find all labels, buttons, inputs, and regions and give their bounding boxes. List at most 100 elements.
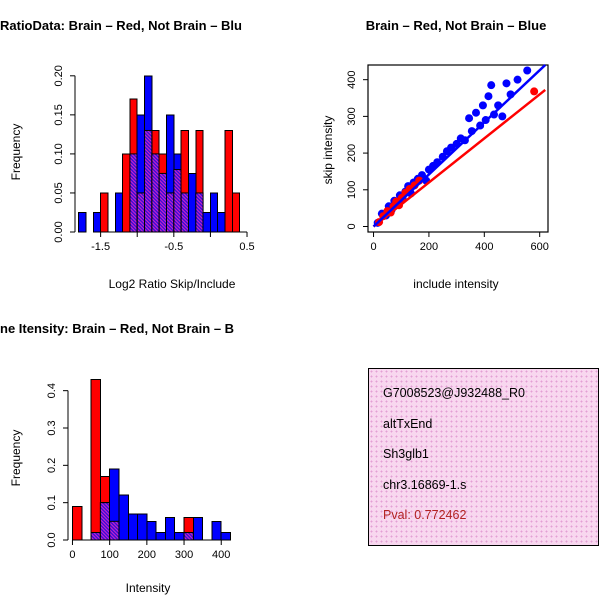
hist-overlap-hatch-line	[129, 176, 138, 185]
hist-overlap-hatch-line	[144, 172, 153, 181]
hist-overlap-hatch-line	[129, 204, 138, 213]
hist-overlap-hatch-line	[151, 208, 160, 217]
hist-overlap-hatch-line	[129, 155, 138, 164]
hist-overlap-hatch-line	[151, 180, 160, 189]
hist-overlap-hatch-line	[195, 197, 204, 206]
y-tick-label: 0.20	[53, 65, 65, 86]
hist-overlap-hatch-line	[129, 194, 138, 203]
y-tick-label: 200	[346, 144, 358, 162]
hist-bar-brain	[71, 505, 83, 541]
hist-bar-notbrain	[192, 517, 204, 541]
hist-overlap-hatch-line	[151, 162, 160, 171]
hist-bar-notbrain	[220, 532, 232, 541]
hist-overlap-hatch-line	[129, 169, 138, 178]
hist-overlap-hatch-line	[158, 218, 167, 227]
hist-overlap-hatch-line	[173, 221, 182, 230]
hist-overlap	[129, 153, 138, 232]
x-tick-label: 0.5	[239, 241, 254, 253]
hist-bar-brain	[158, 153, 167, 174]
hist-overlap-hatch-line	[166, 201, 175, 210]
hist-overlap-hatch-line	[195, 201, 204, 210]
hist-overlap-hatch-line	[151, 225, 159, 233]
hist-overlap-hatch-line	[195, 225, 203, 233]
hist-overlap-hatch-line	[136, 215, 145, 224]
hist-overlap-hatch-line	[99, 522, 111, 533]
hist-overlap-hatch-line	[195, 222, 204, 231]
hist-bar-notbrain	[146, 520, 157, 541]
hist-overlap-hatch-line	[173, 214, 182, 223]
hist-overlap-hatch-line	[144, 221, 153, 230]
hist-overlap-hatch-line	[166, 218, 175, 227]
y-tick-label: 0.00	[53, 221, 65, 242]
hist-bar-notbrain	[92, 211, 102, 233]
hist-bar-brain	[99, 476, 111, 504]
hist-overlap-hatch-line	[180, 197, 189, 206]
scatter-point-not_brain	[498, 112, 507, 121]
hist-overlap-hatch-line	[144, 225, 152, 233]
hist-bar-brain	[180, 129, 189, 194]
hist-overlap-hatch-line	[158, 193, 167, 202]
hist-overlap-hatch-line	[99, 526, 111, 537]
hist-overlap-hatch-line	[109, 525, 120, 537]
hist-bar-brain	[129, 98, 138, 155]
hist-overlap-hatch-line	[173, 193, 182, 202]
scatter-point-not_brain	[484, 92, 493, 101]
hist-overlap-hatch-line	[166, 197, 175, 206]
hist-overlap-hatch-line	[129, 222, 138, 231]
hist-bar-notbrain	[209, 192, 219, 233]
hist-overlap-hatch-line	[129, 208, 138, 217]
hist-overlap-hatch-line	[144, 130, 153, 139]
hist-overlap-hatch-line	[151, 201, 160, 210]
hist-overlap-hatch-line	[99, 533, 108, 541]
scatter-point-not_brain	[523, 66, 532, 75]
hist-bar-brain	[195, 129, 204, 194]
hist-overlap-hatch-line	[99, 515, 111, 526]
hist-bar-brain	[100, 192, 109, 233]
hist-overlap-hatch-line	[144, 158, 153, 167]
hist-overlap-hatch-line	[129, 187, 138, 196]
hist-overlap-hatch-line	[173, 225, 181, 233]
hist-overlap-hatch-line	[144, 214, 153, 223]
x-tick-label: 0	[370, 241, 376, 253]
hist-bar-notbrain	[202, 211, 211, 233]
hist-overlap-hatch-line	[136, 197, 145, 206]
hist-overlap-hatch-line	[183, 533, 191, 541]
hist-overlap-hatch-line	[173, 207, 182, 216]
y-axis-label: skip intensity	[321, 116, 335, 185]
hist-overlap-hatch-line	[151, 183, 160, 192]
hist-overlap	[159, 173, 167, 232]
hist-bar-notbrain	[155, 532, 166, 541]
x-tick-label: 200	[420, 241, 438, 253]
x-tick-label: 600	[531, 241, 549, 253]
hist-overlap-hatch-line	[144, 151, 153, 160]
x-tick-label: 400	[212, 549, 230, 561]
hist-bar-notbrain	[114, 192, 124, 233]
hist-overlap-hatch-line	[173, 218, 182, 227]
hist-overlap-hatch-line	[173, 183, 182, 192]
hist-overlap-hatch-line	[151, 190, 160, 199]
hist-overlap-hatch-line	[189, 532, 194, 537]
scatter-point-not_brain	[478, 101, 487, 110]
hist-overlap-hatch-line	[158, 186, 167, 195]
hist-overlap-hatch-line	[129, 197, 138, 206]
hist-overlap-hatch-line	[138, 192, 145, 199]
hist-overlap-hatch-line	[158, 207, 167, 216]
hist-bar-notbrain	[217, 211, 226, 233]
x-tick-label: 0	[69, 549, 75, 561]
hist-overlap	[184, 532, 194, 540]
scatter-point-not_brain	[487, 81, 496, 90]
hist-overlap-hatch-line	[158, 204, 167, 213]
hist-overlap	[91, 532, 101, 540]
hist-bar-brain	[183, 517, 194, 534]
hist-bar-notbrain	[78, 211, 87, 233]
hist-overlap-hatch-line	[158, 225, 167, 233]
scatter-point-not_brain	[513, 75, 522, 84]
hist-overlap-hatch-line	[159, 173, 167, 181]
hist-overlap-hatch-line	[151, 187, 160, 196]
hist-overlap-hatch-line	[158, 179, 167, 188]
hist-overlap-hatch-line	[151, 173, 160, 182]
hist-overlap-hatch-line	[173, 172, 182, 181]
hist-overlap-hatch-line	[147, 130, 153, 136]
y-tick-label: 0	[346, 223, 358, 229]
